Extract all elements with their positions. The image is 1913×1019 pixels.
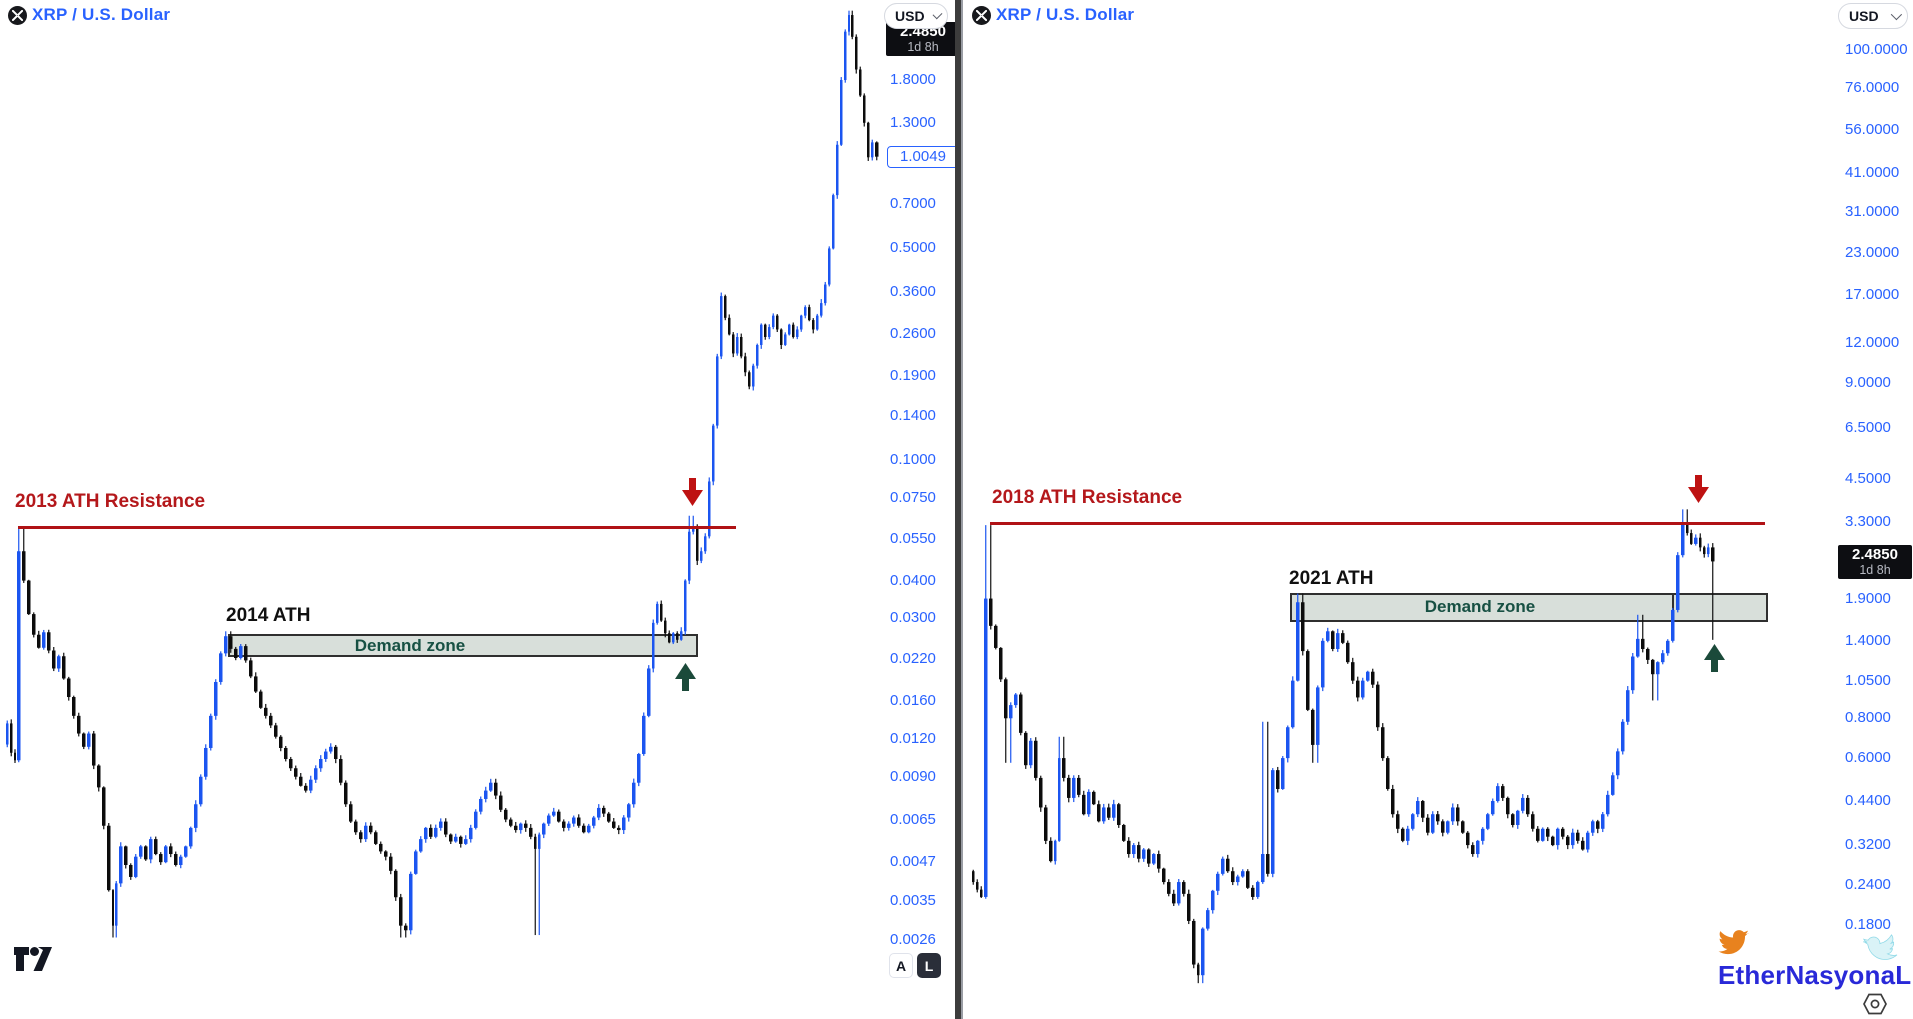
log-scale-button[interactable]: L (917, 953, 941, 978)
xrp-logo-icon (972, 5, 991, 25)
price-tick: 9.0000 (1845, 374, 1891, 392)
zone-divider (1672, 592, 1674, 622)
price-tick: 0.2400 (1845, 875, 1891, 893)
price-tick: 0.0026 (890, 931, 936, 949)
price-tick: 3.3000 (1845, 513, 1891, 531)
bounce-arrow-up-icon (1701, 643, 1728, 678)
price-tick: 0.1900 (890, 366, 936, 384)
ath-label: 2021 ATH (1289, 568, 1374, 589)
price-tick: 0.0047 (890, 853, 936, 871)
price-tick: 1.9000 (1845, 589, 1891, 607)
current-price-badge: 2.4850 1d 8h (1838, 545, 1912, 580)
price-tick: 1.0500 (1845, 671, 1891, 689)
price-tick: 0.0090 (890, 767, 936, 785)
price-tick: 0.5000 (890, 239, 936, 257)
price-tick: 0.3200 (1845, 836, 1891, 854)
settings-hexagon-icon[interactable] (1862, 992, 1888, 1019)
panel-divider-highlight (961, 0, 963, 1019)
drawing-price-label: 1.0049 (887, 145, 959, 168)
price-tick: 31.0000 (1845, 203, 1900, 221)
currency-value: USD (1849, 8, 1879, 24)
price-axis-left[interactable] (883, 0, 955, 1019)
resistance-label: 2018 ATH Resistance (992, 487, 1183, 508)
price-tick: 1.4000 (1845, 631, 1891, 649)
price-tick: 100.0000 (1845, 41, 1908, 59)
bounce-arrow-up-icon (672, 662, 699, 697)
demand-zone-label: Demand zone (1424, 597, 1536, 617)
price-tick: 0.6000 (1845, 749, 1891, 767)
sketch-bird-icon (1858, 934, 1904, 969)
price-tick: 0.1400 (890, 406, 936, 424)
xrp-logo-icon (8, 5, 27, 25)
price-tick: 1.8000 (890, 71, 936, 88)
currency-dropdown-left[interactable]: USD (884, 3, 948, 29)
price-tick: 0.4400 (1845, 792, 1891, 810)
symbol-header-right: XRP / U.S. Dollar (972, 4, 1134, 26)
price-tick: 23.0000 (1845, 244, 1900, 262)
panel-divider[interactable] (955, 0, 961, 1019)
resistance-line[interactable] (990, 521, 1765, 525)
price-tick: 0.0220 (890, 650, 936, 668)
chevron-down-icon (932, 9, 943, 20)
price-tick: 76.0000 (1845, 79, 1900, 97)
watermark-name: EtherNasyonaL (1718, 960, 1912, 990)
price-tick: 0.0300 (890, 609, 936, 627)
price-tick: 0.0065 (890, 810, 936, 828)
badge-countdown: 1d 8h (907, 39, 939, 54)
chevron-down-icon (1890, 8, 1903, 21)
price-axis-right[interactable] (1835, 0, 1913, 1019)
resistance-label: 2013 ATH Resistance (15, 491, 206, 512)
currency-dropdown-right[interactable]: USD (1838, 3, 1908, 29)
price-tick: 0.3600 (890, 282, 936, 300)
demand-zone[interactable]: Demand zone (1290, 592, 1768, 622)
currency-value: USD (895, 8, 925, 24)
symbol-title[interactable]: XRP / U.S. Dollar (32, 5, 171, 24)
price-tick: 0.1800 (1845, 915, 1891, 933)
price-tick: 0.8000 (1845, 709, 1891, 727)
rejection-arrow-down-icon (679, 477, 706, 512)
rejection-arrow-down-icon (1685, 474, 1712, 509)
auto-scale-button[interactable]: A (889, 953, 913, 978)
price-tick: 0.0750 (890, 488, 936, 506)
badge-countdown: 1d 8h (1859, 563, 1891, 578)
price-tick: 4.5000 (1845, 470, 1891, 488)
resistance-line[interactable] (18, 526, 736, 530)
price-tick: 1.3000 (890, 113, 936, 131)
symbol-header-left: XRP / U.S. Dollar (8, 4, 170, 26)
symbol-title[interactable]: XRP / U.S. Dollar (996, 5, 1135, 24)
price-tick: 0.1000 (890, 451, 936, 469)
price-tick: 0.0035 (890, 891, 936, 909)
price-tick: 0.2600 (890, 325, 936, 343)
price-tick: 6.5000 (1845, 419, 1891, 437)
tradingview-logo[interactable] (14, 946, 54, 977)
price-tick: 17.0000 (1845, 286, 1900, 304)
price-tick: 56.0000 (1845, 121, 1900, 139)
price-tick: 41.0000 (1845, 164, 1900, 182)
badge-price: 2.4850 (1852, 546, 1898, 564)
current-price-badge: 2.4850 1d 8h (886, 21, 960, 56)
twitter-bird-icon (1716, 928, 1750, 963)
price-tick: 12.0000 (1845, 334, 1900, 352)
price-tick: 0.0160 (890, 692, 936, 710)
price-tick: 0.7000 (890, 195, 936, 213)
price-tick: 0.0400 (890, 571, 936, 589)
price-tick: 0.0120 (890, 729, 936, 747)
price-tick: 0.0550 (890, 529, 936, 547)
demand-zone[interactable]: Demand zone (228, 633, 698, 658)
ath-label: 2014 ATH (226, 605, 311, 626)
demand-zone-label: Demand zone (354, 635, 466, 655)
